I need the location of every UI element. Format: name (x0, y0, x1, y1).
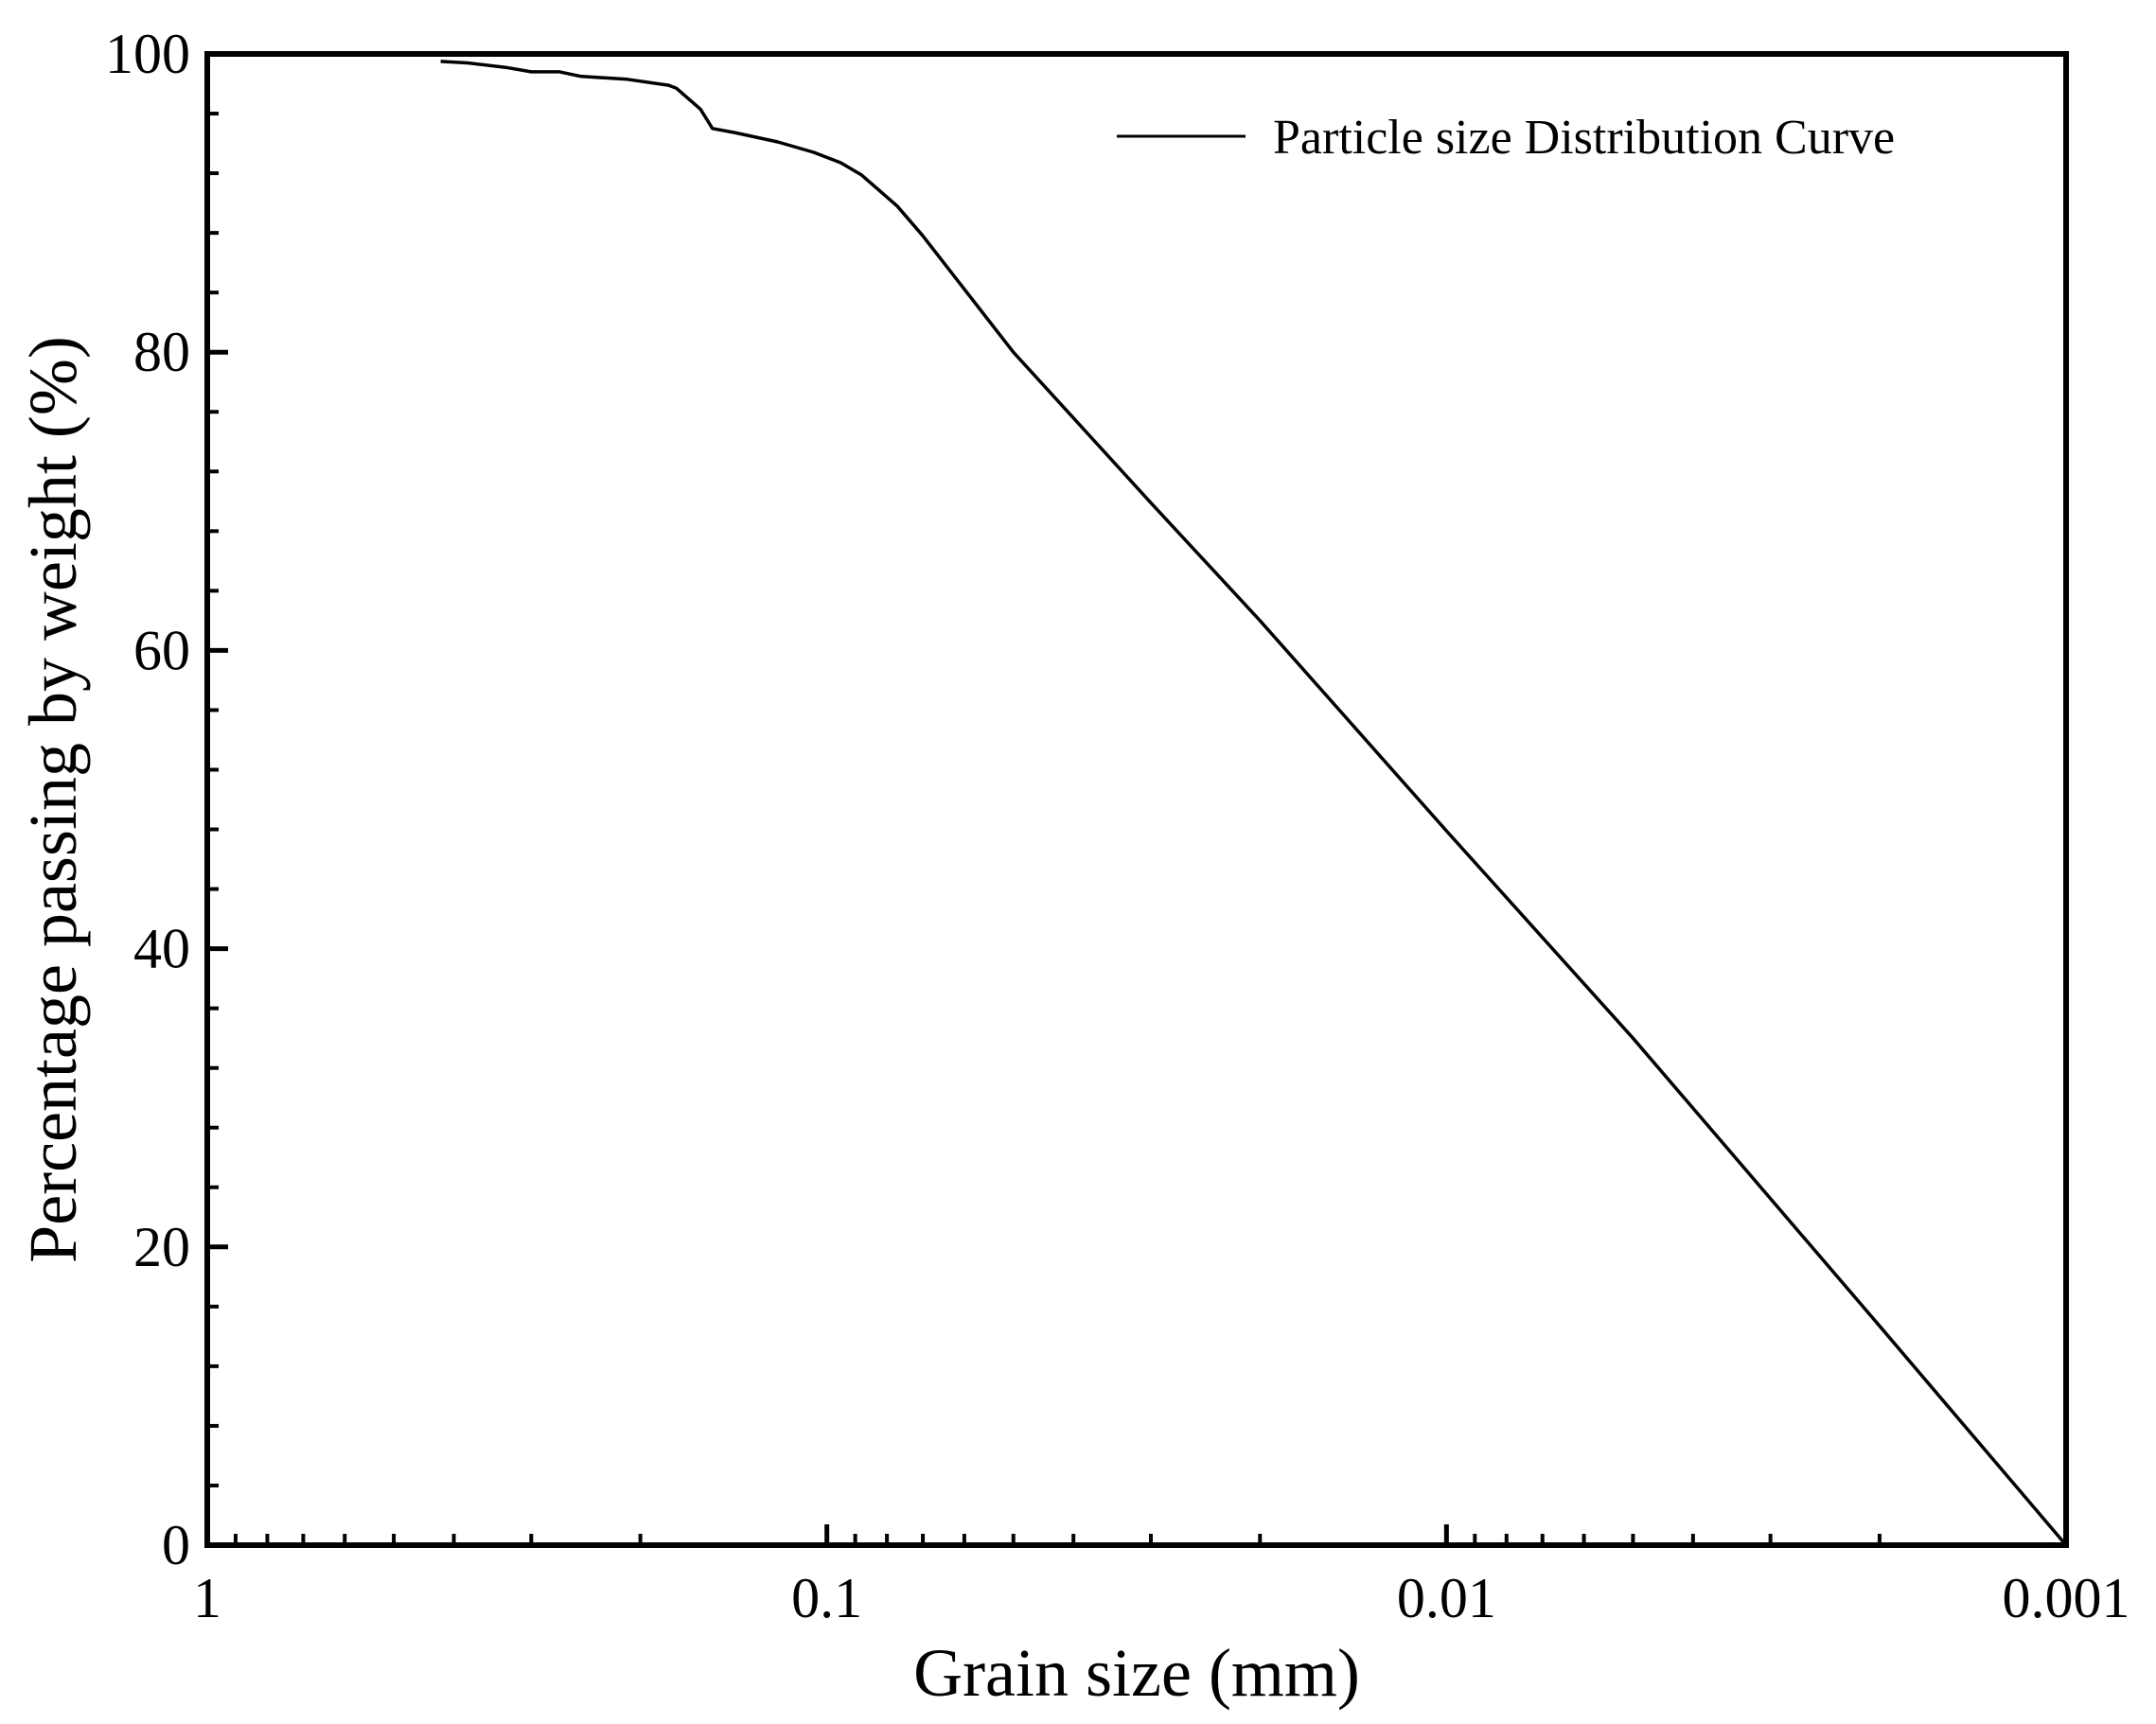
y-tick-label: 60 (133, 619, 190, 681)
x-axis-title: Grain size (mm) (913, 1635, 1360, 1711)
legend: Particle size Distribution Curve (1117, 111, 1895, 165)
y-tick-label: 0 (162, 1514, 190, 1576)
legend-label: Particle size Distribution Curve (1273, 111, 1895, 165)
plot-frame (204, 51, 2069, 1548)
x-tick-label: 0.01 (1397, 1567, 1496, 1629)
x-tick-label: 1 (193, 1567, 221, 1629)
y-axis-title: Percentage passing by weight (%) (15, 336, 91, 1263)
series-line (440, 60, 2068, 1547)
major-ticks (204, 51, 2069, 1548)
y-tick-labels: 0 20 40 60 80 100 (105, 23, 190, 1576)
y-tick-label: 20 (133, 1216, 190, 1278)
y-tick-label: 40 (133, 918, 190, 980)
y-tick-label: 100 (105, 23, 190, 85)
x-tick-label: 0.1 (791, 1567, 862, 1629)
x-tick-label: 0.001 (2003, 1567, 2130, 1629)
y-tick-label: 80 (133, 321, 190, 383)
x-tick-labels: 1 0.1 0.01 0.001 (193, 1567, 2130, 1629)
minor-ticks (207, 112, 1882, 1545)
series-layer (440, 60, 2068, 1547)
